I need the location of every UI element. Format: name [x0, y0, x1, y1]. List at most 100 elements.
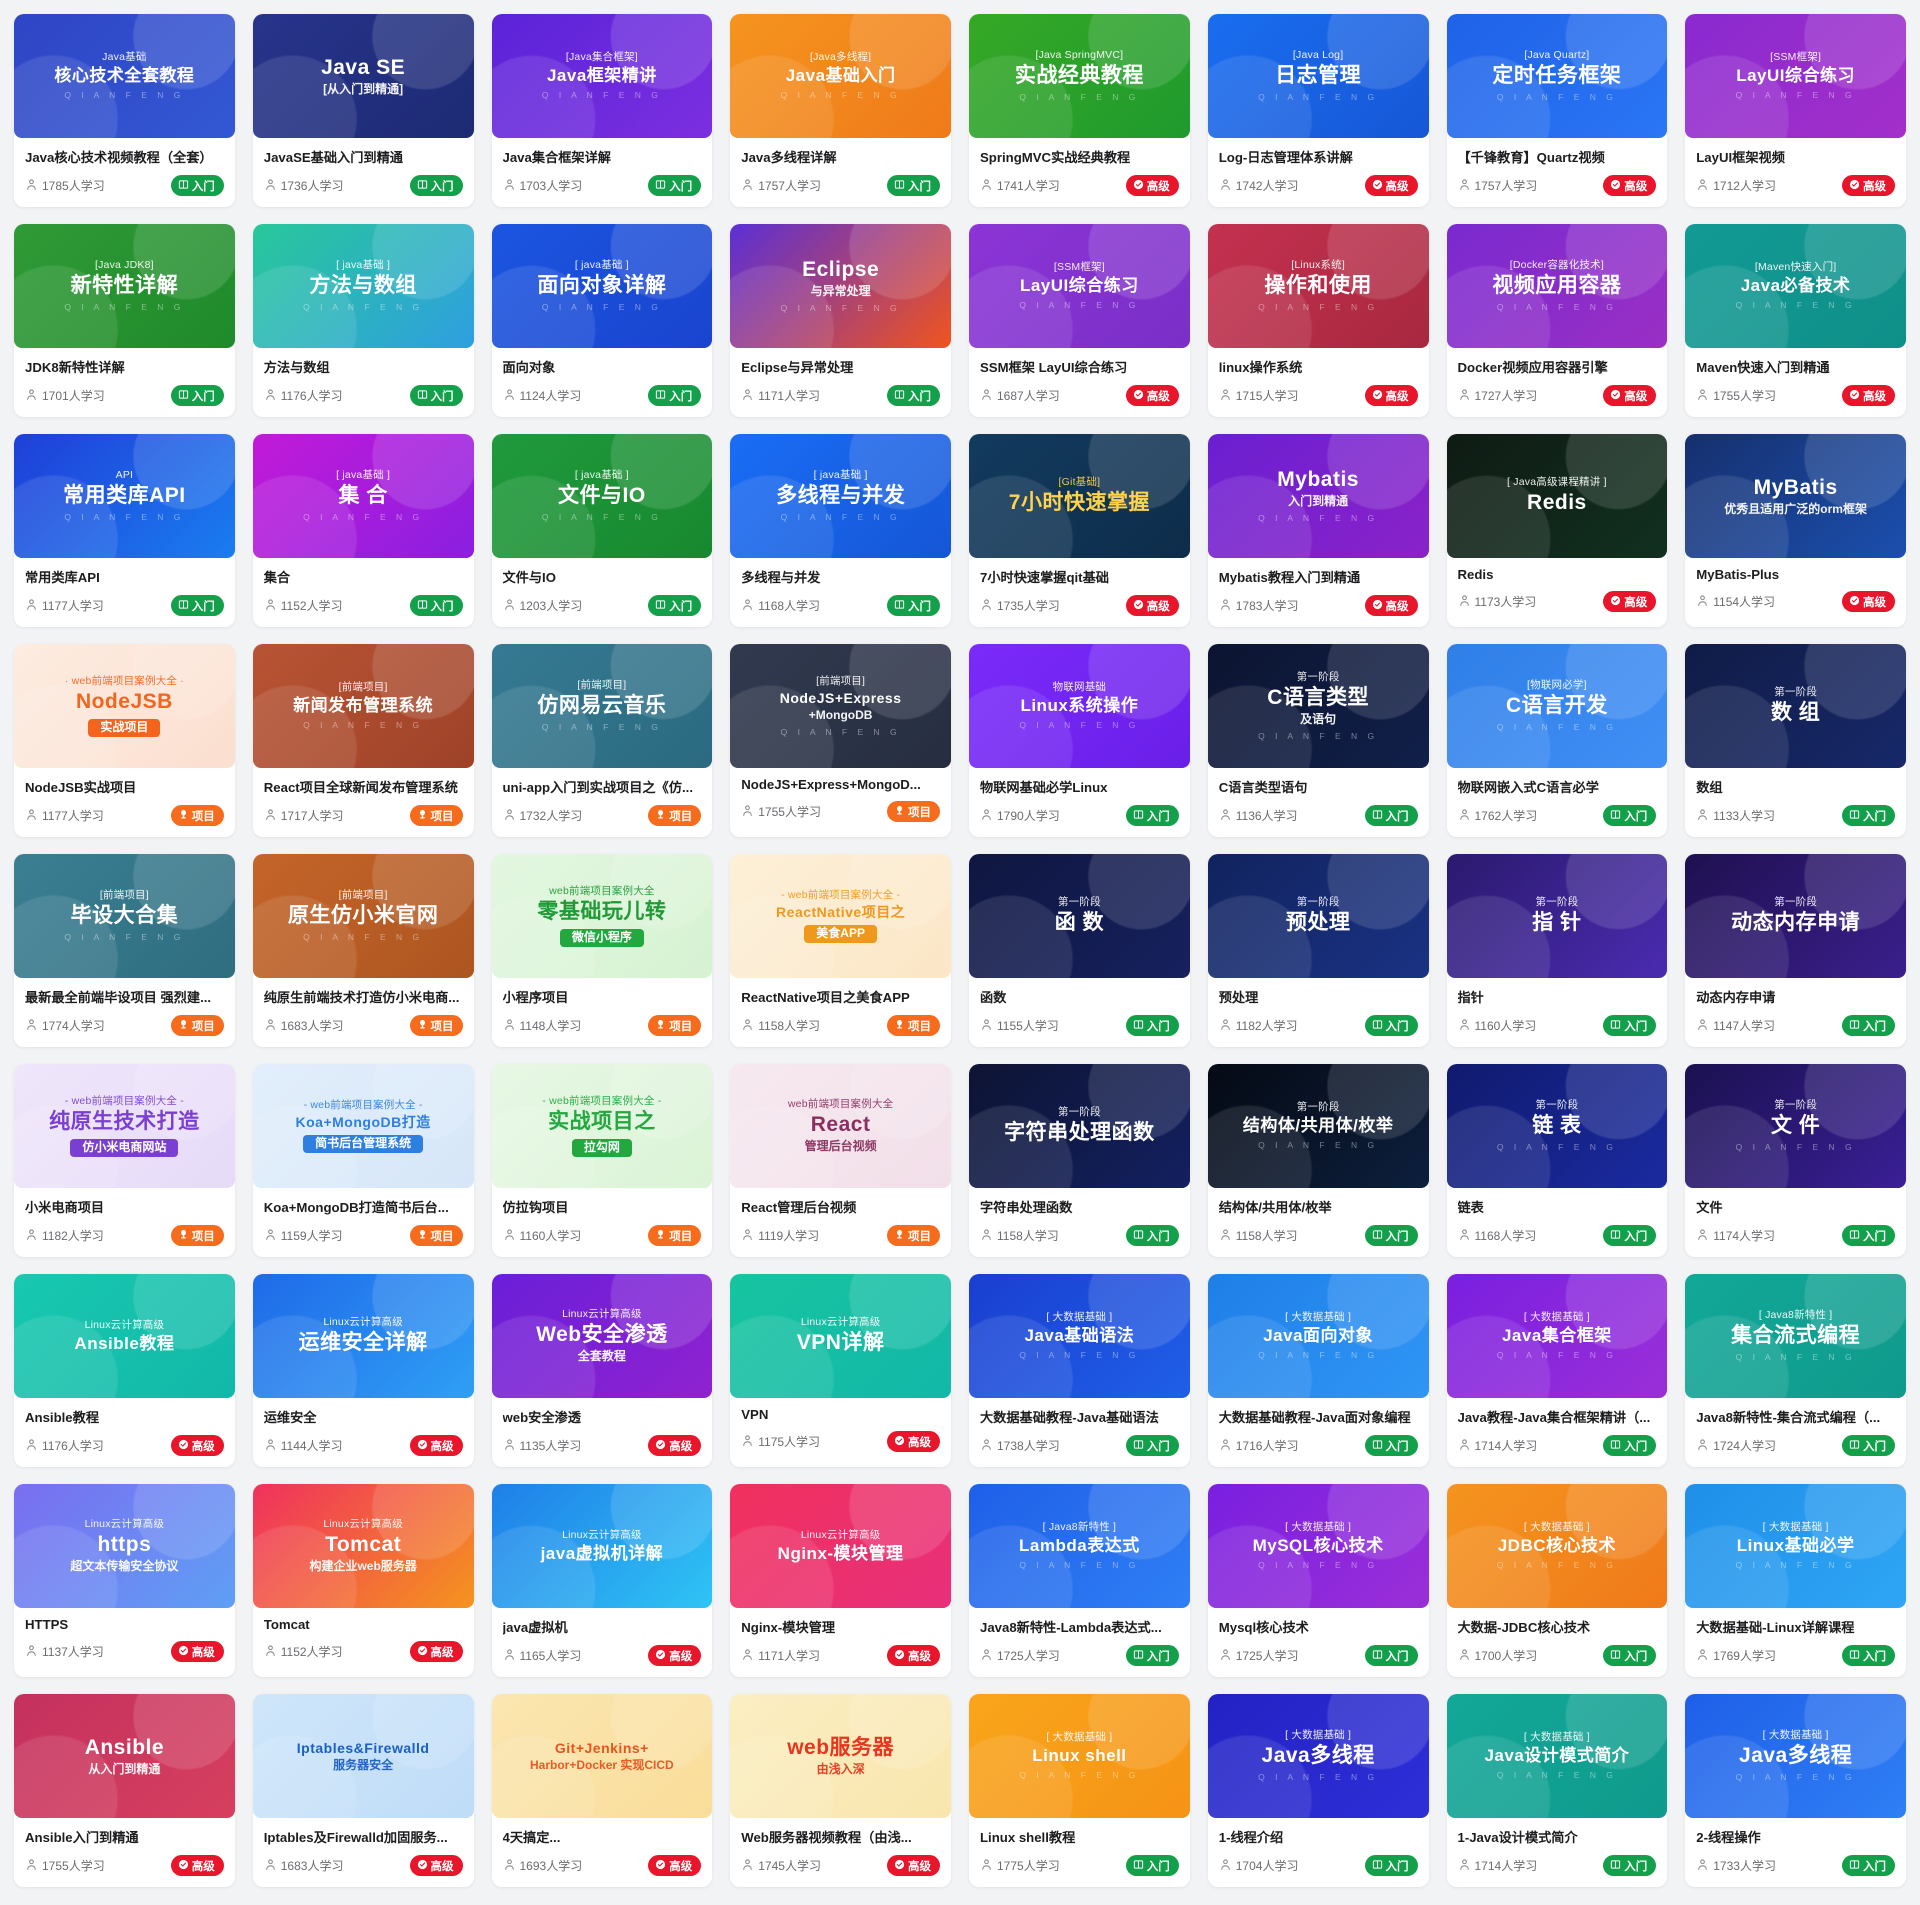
course-thumbnail[interactable]: [ 大数据基础 ] JDBC核心技术 Q I A N F E N G [1446, 1484, 1668, 1608]
course-card[interactable]: web前端项目案例大全 零基础玩儿转 微信小程序 小程序项目 1148人学习 项目 [491, 854, 713, 1047]
course-thumbnail[interactable]: [Java集合框架] Java框架精讲 Q I A N F E N G [491, 14, 713, 138]
course-card[interactable]: web服务器 由浅入深 Web服务器视频教程（由浅... 1745人学习 高级 [730, 1694, 951, 1887]
course-thumbnail[interactable]: Eclipse 与异常处理 Q I A N F E N G [730, 224, 951, 348]
course-card[interactable]: [Java集合框架] Java框架精讲 Q I A N F E N G Java集合框… [491, 14, 713, 207]
course-thumbnail[interactable]: [Linux系统] 操作和使用 Q I A N F E N G [1207, 224, 1429, 348]
course-card[interactable]: [ Java8新特性 ] 集合流式编程 Q I A N F E N G Java8新特… [1685, 1274, 1906, 1467]
course-thumbnail[interactable]: Mybatis 入门到精通 Q I A N F E N G [1207, 434, 1429, 558]
course-card[interactable]: Linux云计算高级 运维安全详解 运维安全 1144人学习 高级 [252, 1274, 474, 1467]
course-title[interactable]: 4天搞定... [502, 1830, 561, 1845]
course-thumbnail[interactable]: Linux云计算高级 Web安全渗透 全套教程 [491, 1274, 713, 1398]
course-card[interactable]: Git+Jenkins+ Harbor+Docker 实现CICD 4天搞定... 1… [491, 1694, 713, 1887]
course-title[interactable]: 集合 [263, 570, 291, 585]
course-title[interactable]: Koa+MongoDB打造简书后台... [263, 1200, 449, 1215]
course-thumbnail[interactable]: [前端项目] 仿网易云音乐 Q I A N F E N G [491, 644, 713, 768]
course-thumbnail[interactable]: Linux云计算高级 java虚拟机详解 [491, 1484, 713, 1608]
course-thumbnail[interactable]: 第一阶段 C语言类型 及语句 Q I A N F E N G [1207, 644, 1429, 768]
course-card[interactable]: [ java基础 ] 方法与数组 Q I A N F E N G 方法与数组 1176人… [252, 224, 474, 417]
course-thumbnail[interactable]: 第一阶段数 组 [1685, 644, 1906, 768]
course-card[interactable]: 第一阶段数 组数组 1133人学习 入门 [1685, 644, 1906, 837]
course-title[interactable]: Java核心技术视频教程（全套） [25, 150, 213, 165]
course-thumbnail[interactable]: [ 大数据基础 ] Java基础语法 Q I A N F E N G [969, 1274, 1190, 1398]
course-card[interactable]: [SSM框架] LayUI综合练习 Q I A N F E N G SSM框架 Lay… [969, 224, 1190, 417]
course-title[interactable]: linux操作系统 [1218, 360, 1303, 375]
course-title[interactable]: Log-日志管理体系讲解 [1218, 150, 1353, 165]
course-thumbnail[interactable]: · web前端项目案例大全 · NodeJSB 实战项目 [14, 644, 235, 768]
course-thumbnail[interactable]: web前端项目案例大全 零基础玩儿转 微信小程序 [491, 854, 713, 978]
course-card[interactable]: API 常用类库API Q I A N F E N G 常用类库API 1177人学习 入… [14, 434, 235, 627]
course-title[interactable]: 7小时快速掌握qit基础 [980, 570, 1109, 585]
course-title[interactable]: 函数 [980, 990, 1007, 1005]
course-thumbnail[interactable]: Linux云计算高级 https 超文本传输安全协议 [14, 1484, 235, 1608]
course-title[interactable]: 物联网基础必学Linux [980, 780, 1108, 795]
course-card[interactable]: [ 大数据基础 ] Java基础语法 Q I A N F E N G 大数据基础教程-… [969, 1274, 1190, 1467]
course-thumbnail[interactable]: API 常用类库API Q I A N F E N G [14, 434, 235, 558]
course-card[interactable]: [前端项目] 仿网易云音乐 Q I A N F E N G uni-app入门到实战项… [491, 644, 713, 837]
course-title[interactable]: 2-线程操作 [1696, 1830, 1761, 1845]
course-card[interactable]: 第一阶段 动态内存申请 动态内存申请 1147人学习 入门 [1685, 854, 1906, 1047]
course-card[interactable]: [前端项目] 毕设大合集 Q I A N F E N G 最新最全前端毕设项目 强烈建… [14, 854, 235, 1047]
course-thumbnail[interactable]: [SSM框架] LayUI综合练习 Q I A N F E N G [1685, 14, 1906, 138]
course-title[interactable]: java虚拟机 [502, 1620, 568, 1635]
course-title[interactable]: 方法与数组 [263, 360, 330, 375]
course-card[interactable]: 第一阶段文 件 Q I A N F E N G 文件 1174人学习 入门 [1685, 1064, 1906, 1257]
course-thumbnail[interactable]: [前端项目] 毕设大合集 Q I A N F E N G [14, 854, 235, 978]
course-thumbnail[interactable]: Linux云计算高级 Tomcat 构建企业web服务器 [252, 1484, 474, 1608]
course-title[interactable]: 预处理 [1218, 990, 1259, 1005]
course-title[interactable]: Docker视频应用容器引擎 [1457, 360, 1608, 375]
course-card[interactable]: · web前端项目案例大全 · NodeJSB 实战项目 NodeJSB实战项目 117… [14, 644, 235, 837]
course-card[interactable]: - web前端项目案例大全 - ReactNative项目之 美食APP ReactN… [730, 854, 951, 1047]
course-thumbnail[interactable]: 第一阶段函 数 [969, 854, 1190, 978]
course-title[interactable]: NodeJSB实战项目 [25, 780, 137, 795]
course-thumbnail[interactable]: [ java基础 ] 方法与数组 Q I A N F E N G [252, 224, 474, 348]
course-card[interactable]: Linux云计算高级 Web安全渗透 全套教程 web安全渗透 1135人学习 高级 [491, 1274, 713, 1467]
course-thumbnail[interactable]: [ 大数据基础 ] Java面向对象 Q I A N F E N G [1207, 1274, 1429, 1398]
course-title[interactable]: 字符串处理函数 [980, 1200, 1073, 1215]
course-thumbnail[interactable]: [ java基础 ] 面向对象详解 Q I A N F E N G [491, 224, 713, 348]
course-card[interactable]: MyBatis 优秀且适用广泛的orm框架 MyBatis-Plus 1154人学习 高… [1685, 434, 1906, 627]
course-thumbnail[interactable]: - web前端项目案例大全 - ReactNative项目之 美食APP [730, 854, 951, 978]
course-thumbnail[interactable]: [ 大数据基础 ] Java多线程 Q I A N F E N G [1207, 1694, 1429, 1818]
course-title[interactable]: Java集合框架详解 [502, 150, 611, 165]
course-card[interactable]: [Java多线程] Java基础入门 Q I A N F E N G Java多线程详… [730, 14, 951, 207]
course-title[interactable]: web安全渗透 [502, 1410, 581, 1425]
course-title[interactable]: 大数据基础教程-Java基础语法 [980, 1410, 1159, 1425]
course-thumbnail[interactable]: web前端项目案例大全 React 管理后台视频 [730, 1064, 951, 1188]
course-title[interactable]: 物联网嵌入式C语言必学 [1457, 780, 1599, 795]
course-card[interactable]: [ 大数据基础 ] Java集合框架 Q I A N F E N G Java教程-J… [1446, 1274, 1668, 1467]
course-card[interactable]: Linux云计算高级 java虚拟机详解 java虚拟机 1165人学习 高级 [491, 1484, 713, 1677]
course-title[interactable]: Mysql核心技术 [1218, 1620, 1309, 1635]
course-card[interactable]: [ 大数据基础 ] Linux基础必学 Q I A N F E N G 大数据基础-L… [1685, 1484, 1906, 1677]
course-card[interactable]: 第一阶段 结构体/共用体/枚举 Q I A N F E N G 结构体/共用体/枚举 1… [1207, 1064, 1429, 1257]
course-thumbnail[interactable]: Linux云计算高级 Nginx-模块管理 [730, 1484, 951, 1608]
course-title[interactable]: 链表 [1457, 1200, 1484, 1215]
course-thumbnail[interactable]: [ 大数据基础 ] MySQL核心技术 Q I A N F E N G [1207, 1484, 1429, 1608]
course-card[interactable]: Java基础 核心技术全套教程 Q I A N F E N G Java核心技术视频教… [14, 14, 235, 207]
course-title[interactable]: JavaSE基础入门到精通 [263, 150, 403, 165]
course-title[interactable]: SSM框架 LayUI综合练习 [980, 360, 1128, 375]
course-title[interactable]: Web服务器视频教程（由浅... [741, 1830, 912, 1845]
course-card[interactable]: Linux云计算高级 Tomcat 构建企业web服务器 Tomcat 1152人学习 高… [252, 1484, 474, 1677]
course-title[interactable]: 【千锋教育】Quartz视频 [1457, 150, 1605, 165]
course-card[interactable]: [ java基础 ] 文件与IO Q I A N F E N G 文件与IO 1203人… [491, 434, 713, 627]
course-thumbnail[interactable]: 第一阶段指 针 [1446, 854, 1668, 978]
course-title[interactable]: uni-app入门到实战项目之《仿... [502, 780, 693, 795]
course-title[interactable]: SpringMVC实战经典教程 [980, 150, 1131, 165]
course-title[interactable]: JDK8新特性详解 [25, 360, 125, 375]
course-thumbnail[interactable]: - web前端项目案例大全 - 纯原生技术打造 仿小米电商网站 [14, 1064, 235, 1188]
course-thumbnail[interactable]: [Java多线程] Java基础入门 Q I A N F E N G [730, 14, 951, 138]
course-title[interactable]: Java教程-Java集合框架精讲（... [1457, 1410, 1651, 1425]
course-title[interactable]: C语言类型语句 [1218, 780, 1308, 795]
course-card[interactable]: [ 大数据基础 ] Java设计模式简介 Q I A N F E N G 1-Java… [1446, 1694, 1668, 1887]
course-card[interactable]: Linux云计算高级 Ansible教程 Ansible教程 1176人学习 高级 [14, 1274, 235, 1467]
course-title[interactable]: 运维安全 [263, 1410, 317, 1425]
course-title[interactable]: React管理后台视频 [741, 1200, 857, 1215]
course-card[interactable]: [Docker容器化技术] 视频应用容器 Q I A N F E N G Docker… [1446, 224, 1668, 417]
course-card[interactable]: 第一阶段指 针指针 1160人学习 入门 [1446, 854, 1668, 1047]
course-card[interactable]: - web前端项目案例大全 - Koa+MongoDB打造 简书后台管理系统 Koa+… [252, 1064, 474, 1257]
course-thumbnail[interactable]: [ java基础 ] 集 合 Q I A N F E N G [252, 434, 474, 558]
course-card[interactable]: [ Java高级课程精讲 ] Redis Redis 1173人学习 高级 [1446, 434, 1668, 627]
course-title[interactable]: Ansible入门到精通 [25, 1830, 139, 1845]
course-card[interactable]: [ java基础 ] 面向对象详解 Q I A N F E N G 面向对象 1124人… [491, 224, 713, 417]
course-thumbnail[interactable]: 第一阶段 字符串处理函数 [969, 1064, 1190, 1188]
